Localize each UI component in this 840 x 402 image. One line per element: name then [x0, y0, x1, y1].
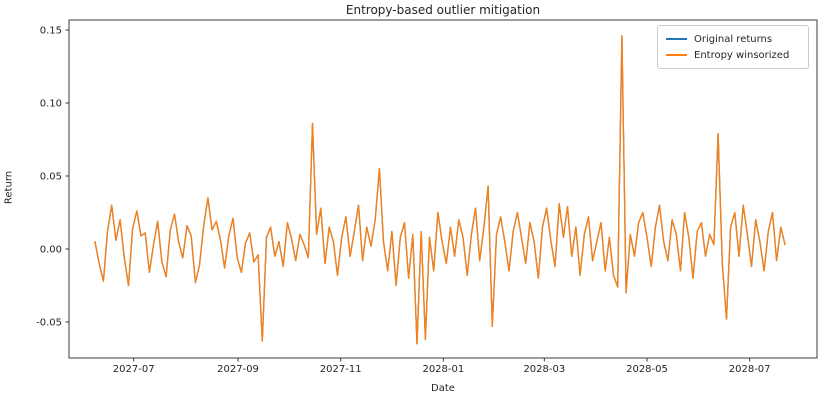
axis-tick-labels: 2027-07 2027-09 2027-11 2028-01 2028-03 2028-… — [36, 26, 770, 376]
y-tick-label: 0.00 — [40, 245, 62, 256]
y-tick-label: 0.10 — [40, 99, 62, 110]
x-tick-label: 2027-09 — [217, 364, 259, 375]
legend-item-label: Original returns — [694, 33, 773, 45]
x-tick-label: 2028-07 — [729, 364, 771, 375]
legend-box: Original returns Entropy winsorized — [657, 25, 809, 69]
x-tick-label: 2027-07 — [113, 364, 155, 375]
axes-spines — [68, 19, 818, 359]
x-axis-label: Date — [431, 383, 455, 394]
chart-title: Entropy-based outlier mitigation — [345, 3, 541, 17]
legend-item-original-returns: Original returns — [666, 31, 800, 47]
series-original-returns-line — [94, 35, 786, 345]
y-tick-label: -0.05 — [36, 318, 62, 329]
legend-item-label: Entropy winsorized — [694, 49, 790, 61]
series-entropy-winsorized-line — [94, 35, 786, 345]
x-tick-label: 2028-01 — [422, 364, 464, 375]
legend-line-sample — [666, 54, 687, 56]
axis-ticks — [65, 29, 751, 362]
x-tick-label: 2027-11 — [320, 364, 362, 375]
x-tick-label: 2028-03 — [523, 364, 565, 375]
legend-line-sample — [666, 38, 687, 40]
y-tick-label: 0.05 — [40, 172, 62, 183]
y-tick-label: 0.15 — [40, 26, 62, 37]
x-tick-label: 2028-05 — [626, 364, 668, 375]
legend-item-entropy-winsorized: Entropy winsorized — [666, 47, 800, 63]
